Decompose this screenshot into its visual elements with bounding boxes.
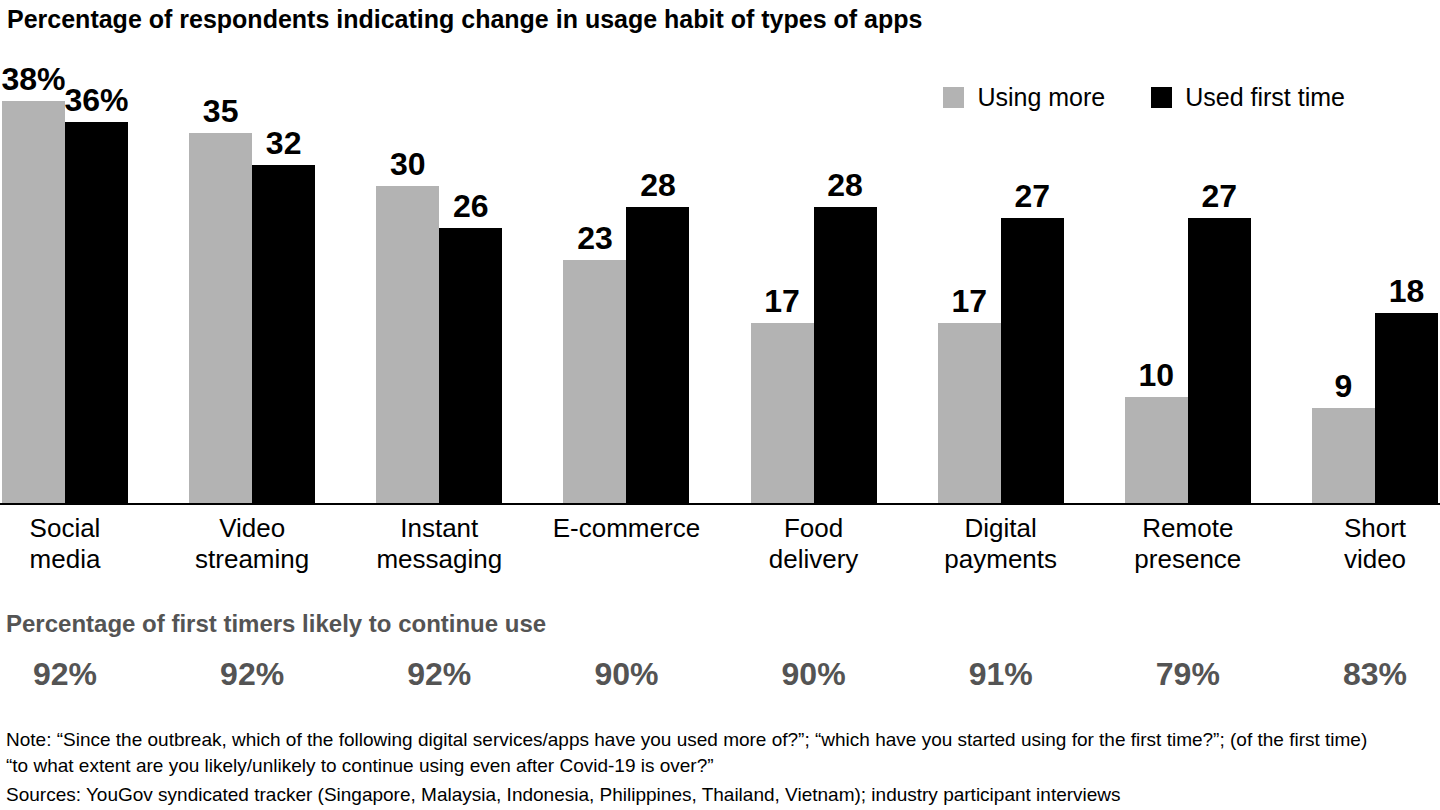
category-axis-labels: Social media Video streaming Instant messa…	[2, 513, 1438, 575]
continue-use-value: 91%	[938, 656, 1064, 693]
bar-group: 1727	[938, 180, 1064, 503]
bar-using-more	[938, 323, 1001, 503]
category-cell: Instant messaging	[376, 513, 502, 575]
bar-value-label: 36%	[64, 84, 128, 116]
bar-column-using-more: 23	[563, 222, 626, 503]
bar-column-using-more: 9	[1312, 370, 1375, 503]
bar-group: 9 18	[1312, 275, 1438, 503]
category-label: Digital payments	[944, 513, 1057, 575]
continue-use-value: 92%	[2, 656, 128, 693]
bar-value-label: 38%	[1, 63, 65, 95]
bar-used-first-time	[252, 165, 315, 503]
chart-page: Percentage of respondents indicating cha…	[0, 0, 1440, 810]
bar-value-label: 27	[1202, 180, 1238, 212]
bar-column-used-first-time: 28	[814, 169, 877, 503]
bar-used-first-time	[65, 122, 128, 503]
bar-value-label: 26	[453, 190, 489, 222]
bar-column-using-more: 17	[751, 285, 814, 503]
category-cell: Social media	[2, 513, 128, 575]
bar-value-label: 17	[764, 285, 800, 317]
bar-value-label: 28	[827, 169, 863, 201]
category-cell: Digital payments	[938, 513, 1064, 575]
bar-using-more	[376, 186, 439, 503]
bar-column-using-more: 17	[938, 285, 1001, 503]
bar-group: 35 32	[189, 95, 315, 503]
bar-value-label: 27	[1014, 180, 1050, 212]
bar-group: 10 27	[1125, 180, 1251, 503]
continue-use-value: 90%	[751, 656, 877, 693]
bar-column-using-more: 10	[1125, 359, 1188, 503]
category-cell: E-commerce	[563, 513, 689, 575]
bar-using-more	[1125, 397, 1188, 503]
continue-use-value: 83%	[1312, 656, 1438, 693]
category-cell: Video streaming	[189, 513, 315, 575]
bar-column-used-first-time: 28	[626, 169, 689, 503]
category-cell: Remote presence	[1125, 513, 1251, 575]
bar-column-used-first-time: 32	[252, 127, 315, 503]
bar-value-label: 17	[951, 285, 987, 317]
bar-value-label: 28	[640, 169, 676, 201]
bar-using-more	[563, 260, 626, 503]
bar-used-first-time	[814, 207, 877, 503]
bar-using-more	[189, 133, 252, 503]
bar-value-label: 30	[390, 148, 426, 180]
bar-column-using-more: 35	[189, 95, 252, 503]
continue-use-value: 92%	[376, 656, 502, 693]
bar-used-first-time	[1001, 218, 1064, 503]
category-label: Instant messaging	[376, 513, 502, 575]
bar-using-more	[1312, 408, 1375, 503]
category-label: Video streaming	[195, 513, 309, 575]
bar-using-more	[751, 323, 814, 503]
bar-group: 23 28	[563, 169, 689, 503]
category-cell: Food delivery	[751, 513, 877, 575]
continue-use-value: 92%	[189, 656, 315, 693]
bar-value-label: 10	[1139, 359, 1175, 391]
bar-used-first-time	[626, 207, 689, 503]
sources-text: Sources: YouGov syndicated tracker (Sing…	[6, 782, 1367, 808]
category-cell: Short video	[1312, 513, 1438, 575]
continue-use-value: 79%	[1125, 656, 1251, 693]
bar-column-used-first-time: 27	[1188, 180, 1251, 503]
category-label: Food delivery	[769, 513, 859, 575]
bar-value-label: 18	[1389, 275, 1425, 307]
bar-column-using-more: 30	[376, 148, 439, 503]
bar-column-used-first-time: 27	[1001, 180, 1064, 503]
bar-used-first-time	[439, 228, 502, 503]
bar-value-label: 35	[203, 95, 239, 127]
continue-use-value: 90%	[563, 656, 689, 693]
chart-plot-area: 38%36%353230262328172817271027918	[0, 0, 1440, 505]
note-text: Note: “Since the outbreak, which of the …	[6, 727, 1367, 779]
bar-column-used-first-time: 26	[439, 190, 502, 503]
category-label: Social media	[30, 513, 101, 575]
bar-column-using-more: 38%	[2, 63, 65, 503]
bar-using-more	[2, 101, 65, 503]
category-label: E-commerce	[553, 513, 700, 575]
bar-groups: 38%36%353230262328172817271027918	[2, 0, 1438, 503]
bar-value-label: 23	[577, 222, 613, 254]
category-label: Short video	[1344, 513, 1406, 575]
bar-column-used-first-time: 36%	[65, 84, 128, 503]
bar-group: 38%36%	[2, 63, 128, 503]
footnotes: Note: “Since the outbreak, which of the …	[6, 727, 1367, 808]
bar-used-first-time	[1375, 313, 1438, 503]
bar-group: 30 26	[376, 148, 502, 503]
continue-use-values: 92% 92% 92% 90% 90% 91% 79% 83%	[2, 656, 1438, 693]
bar-value-label: 32	[266, 127, 302, 159]
bar-column-used-first-time: 18	[1375, 275, 1438, 503]
bar-value-label: 9	[1335, 370, 1353, 402]
bar-group: 1728	[751, 169, 877, 503]
category-label: Remote presence	[1134, 513, 1241, 575]
bar-used-first-time	[1188, 218, 1251, 503]
continue-use-heading: Percentage of first timers likely to con…	[6, 610, 546, 638]
